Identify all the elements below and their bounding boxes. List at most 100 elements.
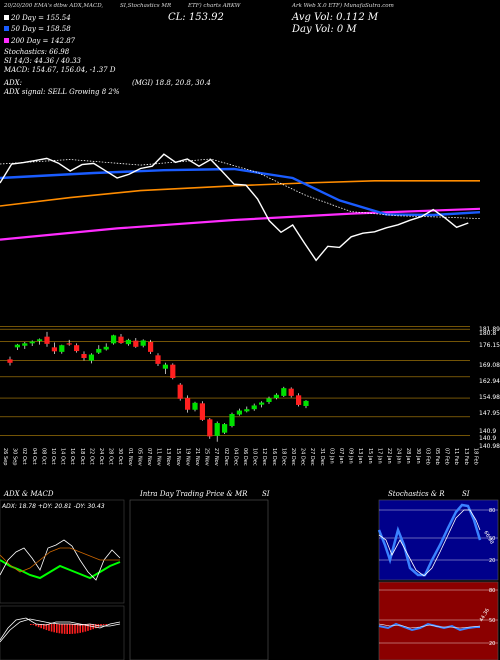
date-tick-label: 09 Jan [348, 448, 354, 464]
candle-up [214, 423, 220, 436]
ema20-legend: 20 Day = 155.54 [4, 14, 71, 22]
date-tick-label: 28 Oct [108, 448, 114, 465]
date-tick-label: 26 Sep [2, 448, 8, 465]
candle-up [59, 345, 65, 352]
date-tick-label: 08 Oct [40, 448, 46, 465]
date-tick-label: 06 Dec [242, 448, 248, 466]
macd-bar [79, 624, 81, 633]
candle-up [281, 388, 287, 396]
price-level-label: 180.8 [479, 330, 496, 337]
candle-up [229, 414, 235, 426]
rsi-signal-line [378, 623, 481, 629]
candle-down [133, 340, 139, 347]
adx-signal: ADX signal: SELL Growing 8 2% [4, 88, 120, 96]
price-level-label: 140.98 [479, 443, 500, 450]
price-level-label: 154.98 [479, 394, 500, 401]
ema20-line [0, 158, 481, 219]
candle-up [37, 339, 43, 341]
candle-up [251, 405, 257, 410]
macd-bar [66, 624, 68, 634]
macd-bar [92, 624, 94, 630]
candle-up [96, 348, 102, 353]
intraday-title: Intra Day Trading Price & MR [140, 490, 248, 498]
date-axis: 26 Sep 30 Sep 02 Oct 04 Oct 08 Oct 10 Oct 14 O… [2, 448, 478, 466]
macd-bar [58, 624, 61, 634]
stoch-20-label: 20 [489, 558, 495, 564]
macd-bar [45, 624, 48, 631]
macd-readout: MACD: 154.67, 156.04, -1.37 D [4, 66, 116, 74]
macd-bar [82, 624, 84, 633]
date-tick-label: 21 Nov [194, 448, 200, 466]
date-tick-label: 13 Nov [165, 448, 171, 466]
date-tick-label: 07 Nov [146, 448, 152, 466]
signal-line [0, 618, 121, 643]
price-level-label: 181.89 [479, 326, 500, 333]
date-tick-label: 03 Jan [328, 448, 334, 464]
date-tick-label: 05 Feb [434, 448, 440, 465]
header-line-1b: SI,Stochastics MR [120, 3, 172, 9]
macd-line [0, 617, 121, 641]
price-level-label: 169.08 [479, 362, 500, 369]
candle-down [118, 336, 124, 344]
adx-values: (MGI) 18.8, 20.8, 30.4 [132, 79, 211, 87]
date-tick-label: 17 Jan [376, 448, 382, 464]
price-level-label: 140.9 [479, 435, 496, 442]
date-tick-label: 18 Dec [280, 448, 286, 466]
date-tick-label: 24 Oct [98, 448, 104, 465]
date-tick-label: 07 Feb [444, 448, 450, 465]
date-tick-label: 30 Sep [12, 448, 18, 465]
rsi-80-label: 80 [489, 588, 495, 594]
date-tick-label: 07 Jan [338, 448, 344, 464]
macd-bar [100, 624, 102, 627]
adx-macd-title: ADX & MACD [4, 490, 54, 498]
date-tick-label: 10 Dec [252, 448, 258, 466]
date-tick-label: 15 Jan [367, 448, 373, 464]
adx-readout: ADX: 18.78 +DY: 20.81 -DY: 30.43 [1, 503, 105, 510]
stoch-value-label: 66.98 [482, 530, 494, 545]
header-line-1a: 20/20/200 EMA's dtbw ADX,MACD, [4, 3, 104, 9]
date-tick-label: 12 Dec [261, 448, 267, 466]
stoch-50-label: 50 [489, 536, 495, 542]
date-tick-label: 14 Oct [60, 448, 66, 465]
price-level-label: 147.95 [479, 410, 500, 417]
candle-down [74, 345, 80, 352]
candle-down [44, 336, 50, 344]
macd-box [0, 605, 125, 660]
date-tick-label: 30 Oct [117, 448, 123, 465]
adx-box [0, 499, 125, 604]
macd-bar [71, 624, 74, 634]
candle-up [266, 398, 272, 402]
candle-up [222, 424, 228, 433]
candle-up [111, 335, 117, 344]
candle-down [288, 388, 294, 396]
intraday-si-title: SI [262, 490, 270, 498]
candle-down [7, 359, 13, 363]
date-tick-label: 16 Dec [271, 448, 277, 466]
ema200-legend: 200 Day = 142.87 [4, 37, 75, 45]
macd-bar [102, 624, 105, 626]
close-price-line [0, 153, 469, 262]
date-tick-label: 18 Oct [79, 448, 85, 465]
date-tick-label: 11 Feb [453, 448, 459, 465]
candle-down [51, 347, 57, 352]
candle-up [303, 400, 309, 406]
macd-bar [97, 624, 100, 628]
macd-bar [40, 624, 42, 629]
adx-label: ADX: [4, 79, 23, 87]
date-tick-label: 13 Jan [357, 448, 363, 464]
date-tick-label: 10 Oct [50, 448, 56, 465]
candle-up [273, 394, 279, 398]
macd-bar [43, 624, 45, 630]
date-tick-label: 01 Nov [127, 448, 133, 466]
candle-down [296, 395, 302, 405]
date-tick-label: 22 Oct [88, 448, 94, 465]
date-tick-label: 31 Dec [319, 448, 325, 466]
ema100-line [0, 180, 480, 207]
date-tick-label: 24 Jan [396, 448, 402, 464]
macd-bar [63, 624, 66, 634]
rsi-50-label: 50 [489, 618, 495, 624]
date-tick-label: 13 Feb [463, 448, 469, 465]
macd-bar [30, 624, 32, 625]
stoch-k-line [377, 503, 482, 577]
minus-di-line [0, 547, 120, 573]
